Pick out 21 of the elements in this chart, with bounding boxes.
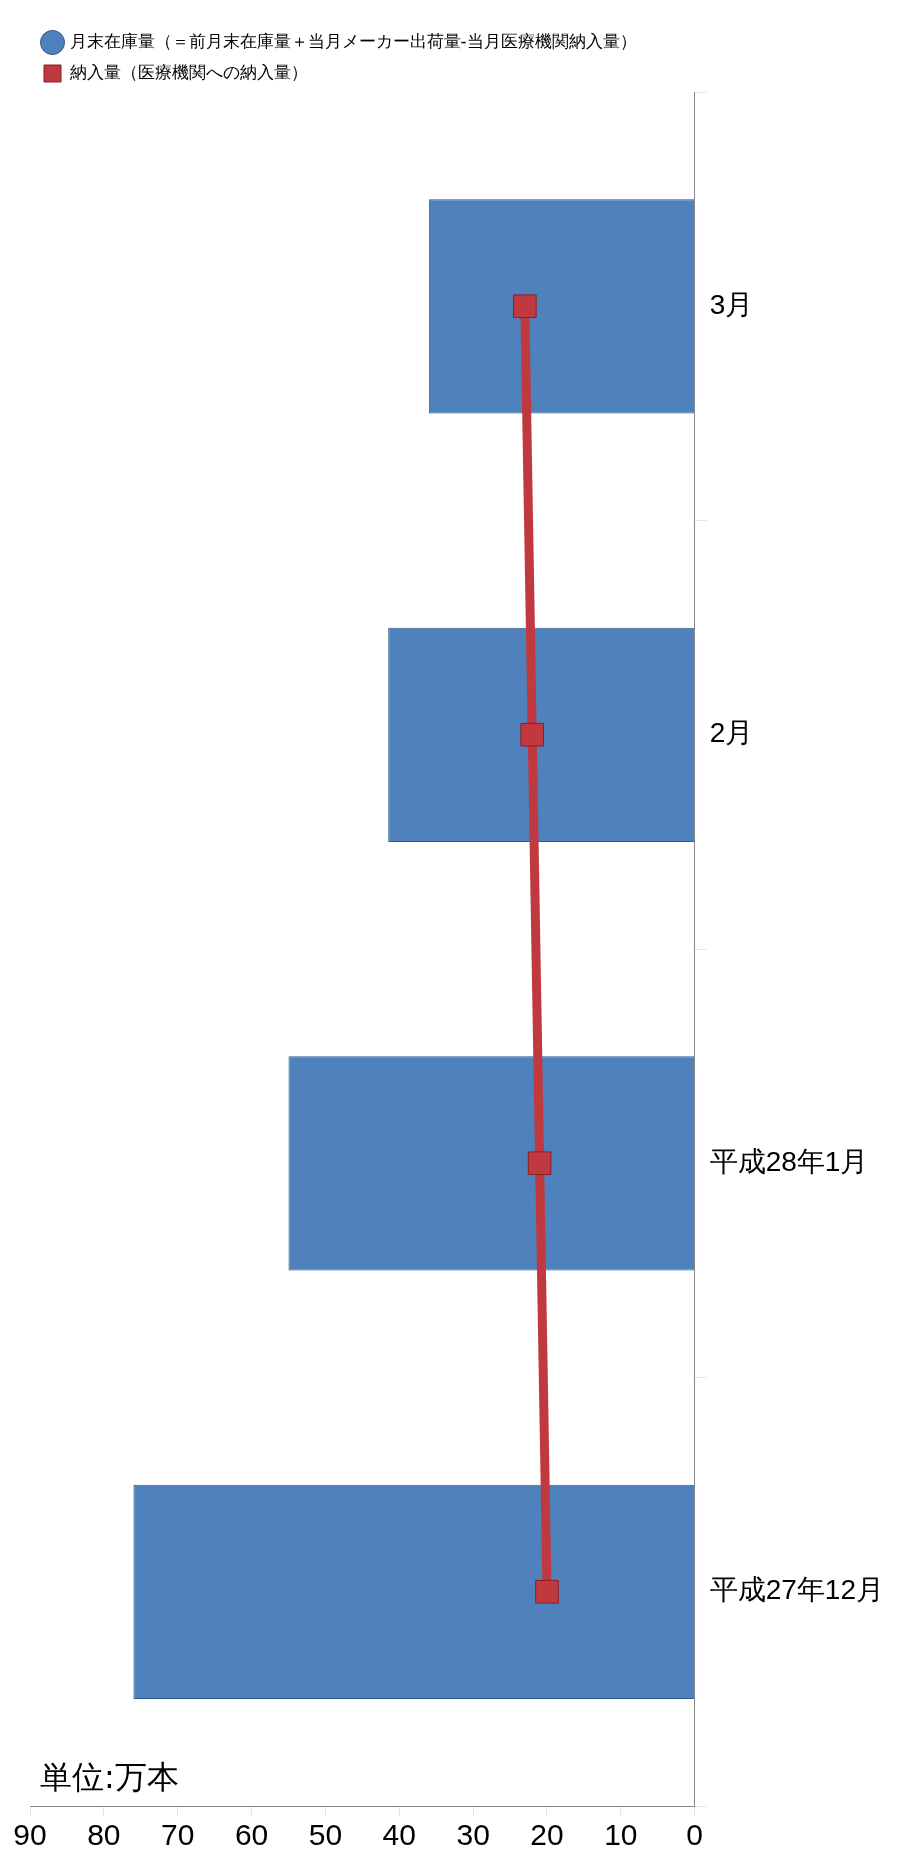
x-tick-label: 20 (530, 1818, 564, 1852)
x-tick-label: 30 (456, 1818, 490, 1852)
x-tick-label: 70 (161, 1818, 195, 1852)
legend-label: 月末在庫量（＝前月末在庫量＋当月メーカー出荷量-当月医療機関納入量） (69, 30, 637, 51)
x-tick-label: 40 (382, 1818, 416, 1852)
x-tick-label: 50 (308, 1818, 343, 1852)
point (520, 722, 545, 747)
y-tick-label: 平成27年12月 (709, 1574, 885, 1606)
y-tick-label: 平成28年1月 (709, 1145, 869, 1177)
y-tick-label: 2月 (709, 717, 754, 749)
x-tick-label: 60 (234, 1818, 269, 1852)
legend-label: 納入量（医療機関への納入量） (69, 61, 308, 82)
point (535, 1579, 559, 1604)
x-tick-label: 80 (87, 1818, 121, 1852)
point (513, 294, 537, 319)
x-tick-label: 0 (686, 1818, 704, 1852)
annotation: 単位:万本 (40, 1758, 179, 1797)
y-tick-label: 3月 (709, 288, 754, 320)
point (527, 1151, 552, 1176)
x-tick-label: 10 (604, 1818, 638, 1852)
x-tick-label: 90 (13, 1818, 47, 1852)
